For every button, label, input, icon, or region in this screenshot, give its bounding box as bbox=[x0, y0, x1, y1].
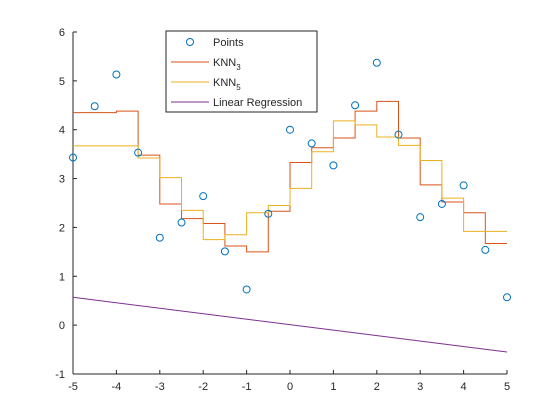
y-tick-label: 0 bbox=[59, 320, 65, 332]
data-point bbox=[394, 130, 403, 139]
data-point bbox=[134, 148, 143, 157]
legend-label: Linear Regression bbox=[213, 97, 302, 109]
data-point bbox=[220, 247, 229, 256]
legend-label: Points bbox=[213, 37, 244, 49]
y-tick-label: -1 bbox=[55, 369, 65, 381]
x-tick-label: -2 bbox=[198, 381, 208, 393]
y-tick-label: 5 bbox=[59, 76, 65, 88]
series-linear-regression-line bbox=[72, 296, 508, 353]
x-tick-label: -4 bbox=[112, 381, 122, 393]
legend-label-subscript: 5 bbox=[236, 83, 241, 92]
legend-box bbox=[165, 30, 318, 113]
x-tick-label: 2 bbox=[374, 381, 380, 393]
data-point bbox=[286, 125, 294, 134]
data-point bbox=[69, 153, 77, 162]
x-tick-label: -5 bbox=[68, 381, 78, 393]
data-point bbox=[112, 70, 121, 79]
data-point bbox=[437, 199, 446, 208]
data-point bbox=[481, 245, 490, 254]
data-point bbox=[155, 233, 164, 242]
data-point bbox=[199, 192, 208, 201]
y-axis: -1 0 1 2 3 4 5 6 bbox=[55, 27, 77, 381]
data-point bbox=[242, 285, 251, 294]
data-point bbox=[307, 139, 316, 148]
data-point bbox=[459, 181, 468, 190]
y-tick-label: 6 bbox=[59, 27, 65, 39]
legend-label: KNN5 bbox=[213, 77, 241, 92]
x-tick-label: 0 bbox=[287, 381, 293, 393]
legend-label: KNN3 bbox=[213, 57, 241, 72]
x-tick-label: 3 bbox=[417, 381, 423, 393]
y-tick-label: 3 bbox=[59, 174, 65, 186]
series-layer bbox=[69, 58, 511, 353]
x-tick-label: 4 bbox=[461, 381, 467, 393]
data-point bbox=[372, 58, 381, 67]
legend-marker-points bbox=[186, 38, 194, 46]
y-tick-label: 1 bbox=[59, 271, 65, 283]
y-tick-label: 2 bbox=[59, 222, 65, 234]
data-point bbox=[90, 102, 99, 111]
data-point bbox=[503, 293, 511, 302]
x-tick-label: -1 bbox=[242, 381, 252, 393]
data-point bbox=[351, 101, 360, 110]
x-axis: -5 -4 -3 -2 -1 0 1 2 3 4 5 bbox=[68, 370, 510, 393]
x-tick-label: 5 bbox=[504, 381, 510, 393]
data-point bbox=[416, 213, 425, 222]
x-tick-label: 1 bbox=[330, 381, 336, 393]
data-point bbox=[264, 209, 273, 218]
legend: Points KNN3 KNN5 Linear Regression bbox=[165, 30, 318, 113]
data-point bbox=[329, 161, 338, 170]
legend-label-subscript: 3 bbox=[236, 63, 241, 72]
data-point bbox=[177, 218, 186, 227]
x-tick-label: -3 bbox=[155, 381, 165, 393]
y-tick-label: 4 bbox=[59, 125, 65, 137]
series-knn5-line bbox=[73, 120, 507, 241]
